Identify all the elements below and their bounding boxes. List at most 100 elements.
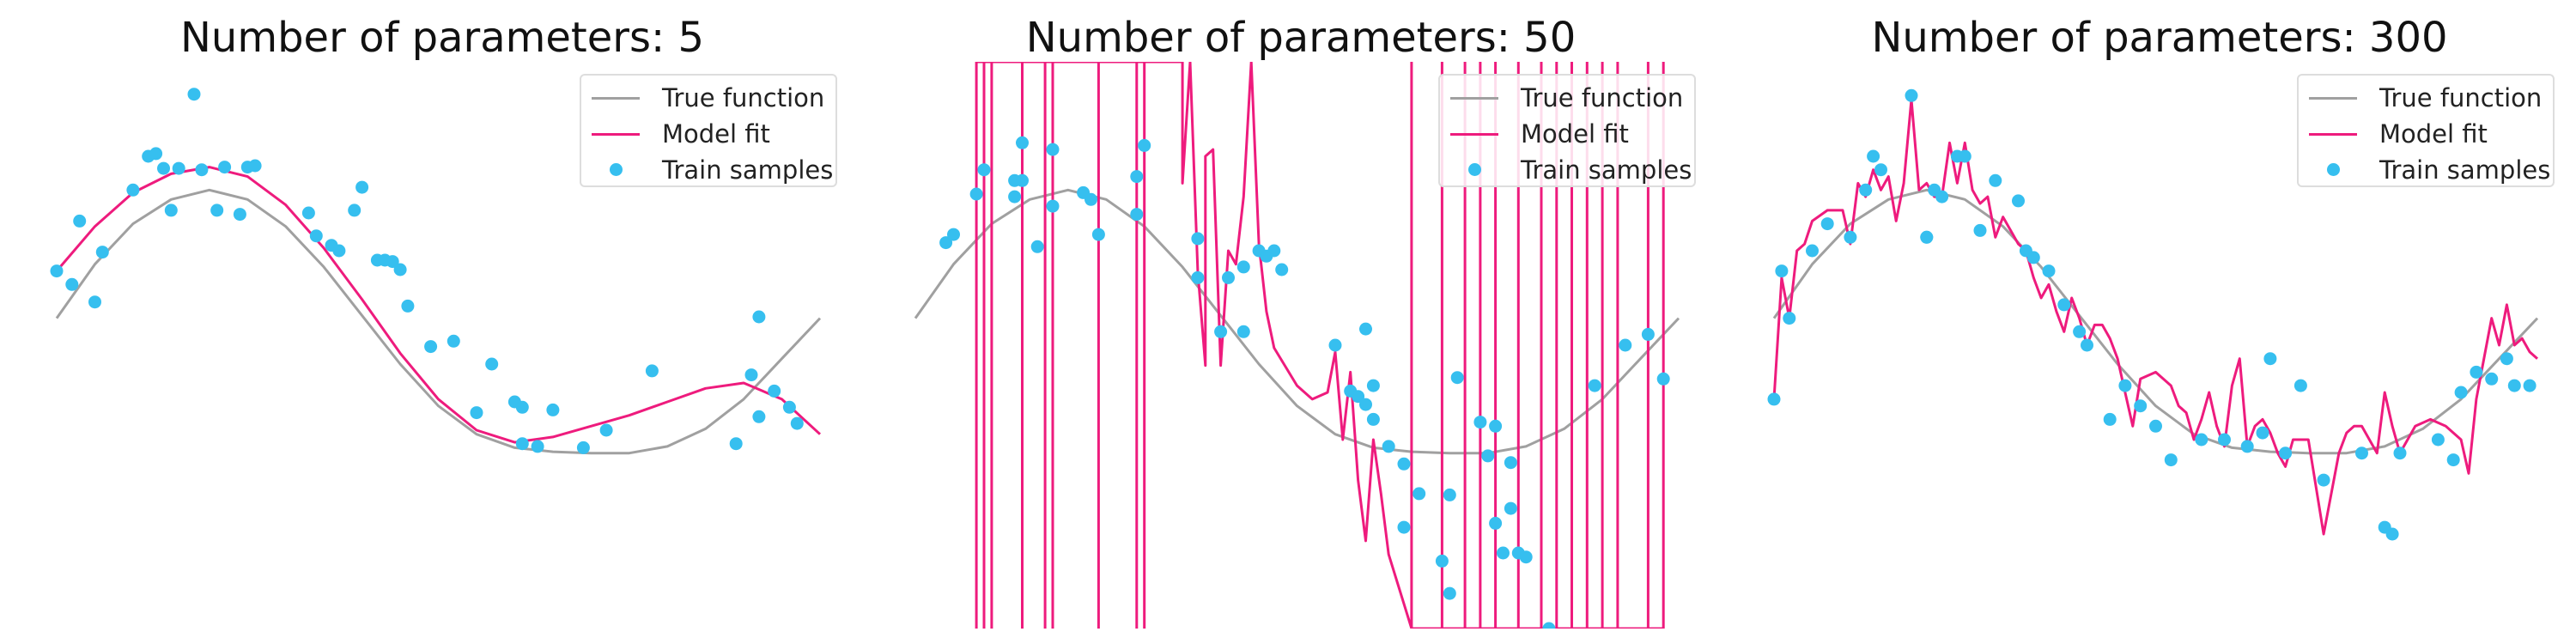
train-sample-point xyxy=(752,310,766,324)
train-sample-point xyxy=(1806,244,1819,258)
train-sample-point xyxy=(1359,322,1372,336)
train-sample-point xyxy=(1489,516,1503,530)
legend: True function Model fit Train samples xyxy=(1438,74,1696,187)
train-sample-point xyxy=(1775,264,1789,278)
legend-item-model-fit: Model fit xyxy=(581,117,835,151)
train-sample-point xyxy=(1489,419,1503,433)
train-sample-point xyxy=(88,295,101,309)
train-sample-point xyxy=(1275,263,1289,276)
train-sample-point xyxy=(470,406,483,420)
train-sample-point xyxy=(1352,390,1365,404)
legend-line-swatch xyxy=(1450,97,1498,100)
train-sample-point xyxy=(2042,264,2056,278)
train-sample-point xyxy=(515,400,529,414)
train-sample-point xyxy=(1008,190,1022,204)
train-sample-point xyxy=(2263,352,2277,366)
train-sample-point xyxy=(1783,312,1796,325)
train-sample-point xyxy=(1588,379,1601,392)
legend-line-swatch xyxy=(592,97,640,100)
train-sample-point xyxy=(1656,372,1670,386)
legend-dot-swatch xyxy=(1468,163,1481,176)
train-sample-point xyxy=(309,229,323,243)
train-sample-point xyxy=(149,147,163,161)
train-sample-point xyxy=(2279,447,2293,460)
train-sample-point xyxy=(645,364,659,378)
legend-item-train-samples: Train samples xyxy=(581,153,835,187)
train-sample-point xyxy=(1366,379,1380,392)
train-sample-point xyxy=(1236,260,1250,274)
train-sample-point xyxy=(2218,433,2231,447)
train-sample-point xyxy=(157,161,170,175)
train-sample-point xyxy=(2134,399,2148,413)
legend-dot-swatch xyxy=(2327,163,2340,176)
panel-params-50: Number of parameters: 50 True function Mod… xyxy=(859,0,1717,644)
train-sample-point xyxy=(977,163,991,177)
train-sample-point xyxy=(95,246,109,259)
legend-item-true-function: True function xyxy=(581,81,835,115)
train-sample-point xyxy=(1328,338,1342,352)
train-sample-point xyxy=(386,255,399,269)
legend-dot-swatch xyxy=(610,163,623,176)
train-sample-point xyxy=(50,264,64,278)
model-fit-line xyxy=(975,62,1665,629)
train-sample-point xyxy=(546,403,560,416)
train-sample-point xyxy=(348,204,361,217)
train-sample-point xyxy=(1397,457,1411,471)
train-sample-point xyxy=(1867,149,1880,163)
train-sample-point xyxy=(1016,173,1029,187)
train-sample-point xyxy=(782,400,796,414)
legend-item-true-function: True function xyxy=(1440,81,1694,115)
train-sample-point xyxy=(1935,190,1949,204)
chart-title: Number of parameters: 5 xyxy=(180,14,704,62)
legend-label: Model fit xyxy=(1521,119,1629,149)
train-sample-point xyxy=(1191,232,1205,246)
train-sample-point xyxy=(1844,230,1857,244)
train-sample-point xyxy=(1443,488,1456,501)
train-sample-point xyxy=(172,161,185,175)
train-sample-point xyxy=(1519,550,1533,564)
legend-label: Model fit xyxy=(2379,119,2488,149)
true-function-line xyxy=(55,188,822,455)
train-sample-point xyxy=(2026,251,2040,264)
legend-label: Train samples xyxy=(662,155,834,185)
train-sample-point xyxy=(531,440,544,453)
train-sample-point xyxy=(1046,143,1060,156)
legend-label: Model fit xyxy=(662,119,770,149)
train-sample-point xyxy=(1450,371,1464,385)
train-sample-point xyxy=(210,204,224,217)
train-sample-point xyxy=(2454,386,2468,399)
legend-item-model-fit: Model fit xyxy=(2299,117,2553,151)
train-sample-point xyxy=(2393,447,2407,460)
legend-item-true-function: True function xyxy=(2299,81,2553,115)
train-sample-point xyxy=(1366,412,1380,426)
train-sample-point xyxy=(1030,240,1044,253)
train-sample-point xyxy=(576,440,590,454)
legend-label: Train samples xyxy=(1521,155,1692,185)
train-sample-point xyxy=(126,183,140,197)
legend-line-swatch xyxy=(1450,133,1498,136)
legend-label: True function xyxy=(662,83,825,112)
train-sample-point xyxy=(1497,546,1510,560)
train-sample-point xyxy=(1130,170,1144,184)
train-sample-point xyxy=(1130,208,1144,222)
train-sample-point xyxy=(2103,412,2117,426)
true-function-line xyxy=(914,188,1680,455)
train-sample-point xyxy=(1905,88,1918,102)
train-sample-point xyxy=(2081,338,2093,352)
train-sample-point xyxy=(2385,527,2399,541)
train-sample-point xyxy=(332,244,346,258)
legend: True function Model fit Train samples xyxy=(580,74,837,187)
true-function-line xyxy=(1772,188,2539,455)
train-sample-point xyxy=(1138,138,1151,152)
train-sample-point xyxy=(1473,416,1487,429)
train-sample-point xyxy=(2431,433,2445,447)
train-sample-point xyxy=(1504,456,1517,470)
train-sample-point xyxy=(1084,192,1097,206)
legend-line-swatch xyxy=(2309,133,2357,136)
train-sample-point xyxy=(2355,447,2368,460)
train-sample-point xyxy=(401,299,415,313)
train-sample-point xyxy=(2057,298,2071,312)
train-sample-point xyxy=(1619,338,1632,352)
train-sample-point xyxy=(947,228,960,241)
panel-params-5: Number of parameters: 5 True function Mode… xyxy=(0,0,859,644)
